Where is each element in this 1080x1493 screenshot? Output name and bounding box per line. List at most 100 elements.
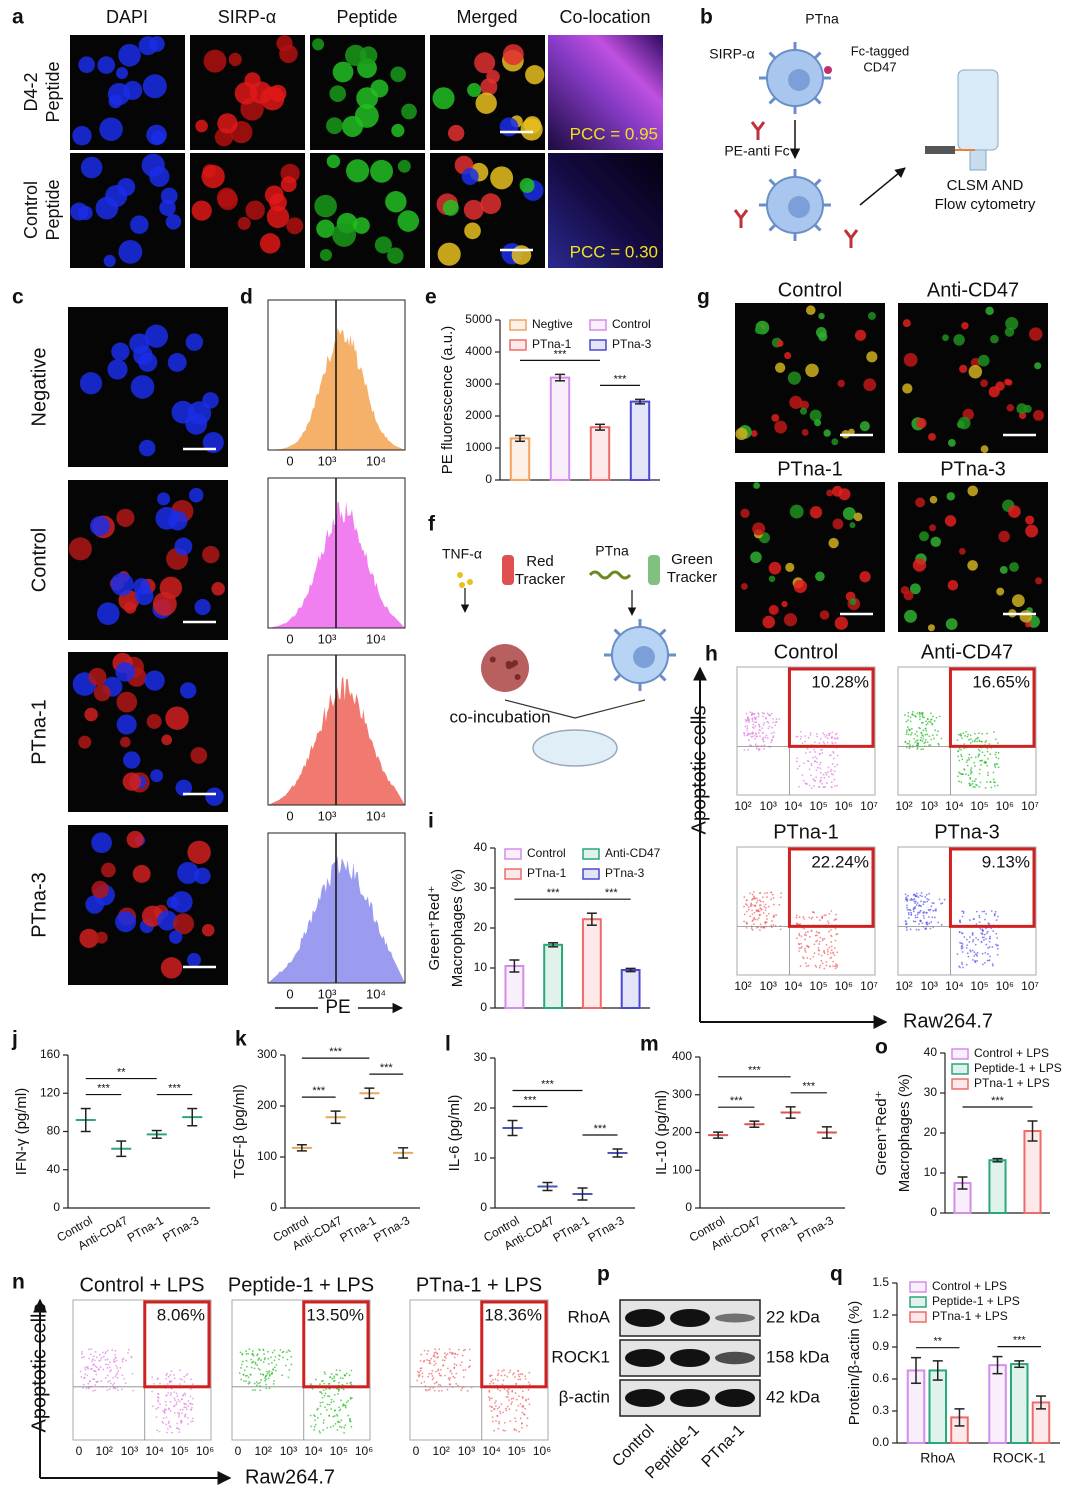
event-dot [975,910,978,913]
event-dot [173,1377,176,1380]
cell [837,379,845,388]
row-label: PTna-1 [28,699,50,765]
event-dot [756,900,759,902]
event-dot [169,1426,172,1429]
cell [953,334,965,346]
event-dot [519,1403,522,1405]
event-dot [957,733,960,736]
event-dot [448,1348,451,1351]
cell [930,536,941,548]
cell [120,736,131,748]
event-dot [910,733,912,736]
event-dot [443,1355,446,1358]
cell [927,624,935,632]
event-dot [990,786,993,789]
cell [490,166,514,190]
event-dot [337,1392,340,1395]
event-dot [969,738,972,741]
event-dot [273,1349,276,1352]
event-dot [327,1395,329,1397]
event-dot [768,714,771,717]
event-dot [924,727,927,730]
event-dot [511,1373,514,1376]
cell [774,420,788,434]
cell [180,682,197,699]
cell [93,684,111,702]
cell [912,558,927,572]
panel-letter: i [428,810,434,833]
granule [489,656,496,663]
x-tick-label: 10³ [921,799,938,813]
event-dot [253,1367,256,1370]
event-dot [488,1399,491,1401]
cell [980,445,989,453]
cell [785,562,795,572]
event-dot [817,953,820,956]
event-dot [758,899,761,902]
event-dot [173,1412,176,1415]
event-dot [770,926,773,929]
event-dot [831,786,833,789]
event-dot [962,912,965,914]
event-dot [830,781,833,784]
cell [190,747,208,764]
cell [768,561,782,575]
event-dot [764,909,767,912]
antibody [733,209,859,248]
event-dot [775,721,777,723]
event-dot [819,767,822,770]
x-tick-label: 10⁴ [945,799,964,813]
event-dot [449,1369,452,1372]
cell [1006,404,1015,412]
event-dot [906,906,908,909]
y-tick-label: 0 [270,1200,277,1214]
event-dot [87,1382,90,1385]
y-tick-label: 120 [40,1085,60,1099]
event-dot [342,1404,345,1407]
event-dot [835,732,838,735]
event-dot [166,1372,168,1375]
event-dot [972,785,975,788]
event-dot [917,928,920,931]
red-tracker-tube [502,555,514,585]
event-dot [768,725,771,728]
cell [866,351,878,363]
event-dot [971,932,974,934]
event-dot [108,1366,111,1369]
event-dot [326,1427,329,1429]
cell [132,864,151,883]
cell [88,667,107,686]
event-dot [977,938,980,941]
event-dot [762,900,765,903]
event-dot [745,921,748,924]
cell [78,735,92,749]
event-dot [819,738,822,740]
event-dot [832,773,835,776]
significance-label: *** [748,1065,762,1077]
event-dot [259,1389,262,1392]
event-dot [928,735,931,738]
event-dot [288,1369,291,1371]
event-dot [121,1360,124,1363]
event-dot [169,1380,172,1383]
event-dot [91,1360,93,1363]
cell [202,392,219,409]
event-dot [926,921,929,924]
event-dot [798,765,801,768]
event-dot [810,764,813,767]
cd47 [824,66,832,74]
event-dot [490,1397,493,1400]
event-dot [922,748,925,751]
event-dot [528,1403,531,1406]
event-dot [462,1369,465,1372]
event-dot [757,748,760,751]
event-dot [796,922,799,925]
event-dot [771,726,773,729]
cell [819,610,830,620]
cell [110,572,134,596]
event-dot [817,949,820,952]
event-dot [981,751,984,754]
event-dot [499,1389,502,1392]
x-tick-label: 10⁶ [533,1444,551,1458]
event-dot [455,1364,458,1367]
